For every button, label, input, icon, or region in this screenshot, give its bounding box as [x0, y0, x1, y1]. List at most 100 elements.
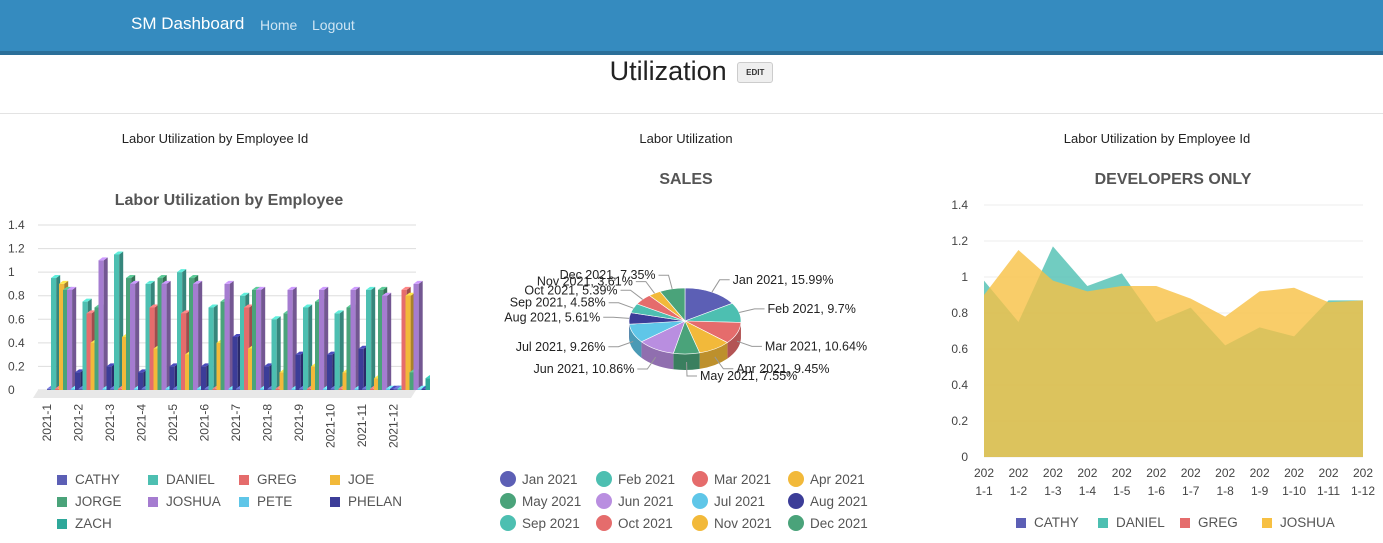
x-tick-label: 1-2 [1010, 484, 1028, 498]
legend-label: Feb 2021 [618, 472, 676, 487]
legend-item[interactable]: CATHY [1016, 515, 1079, 530]
legend-swatch [330, 497, 340, 507]
x-tick-label: 1-3 [1044, 484, 1062, 498]
pie-leader-line [686, 361, 697, 377]
legend-item[interactable]: JOE [330, 472, 374, 487]
y-tick-label: 0.6 [8, 312, 25, 326]
x-tick-label: 1-9 [1251, 484, 1269, 498]
pie-data-label: Jul 2021, 9.26% [516, 340, 606, 354]
legend-swatch [239, 497, 249, 507]
x-tick-label: 1-6 [1148, 484, 1166, 498]
legend-label: May 2021 [522, 494, 582, 509]
legend-swatch [500, 471, 516, 487]
pie-leader-line [714, 356, 734, 370]
legend-label: Nov 2021 [714, 516, 772, 531]
legend-label: Jan 2021 [522, 472, 578, 487]
bar [271, 316, 281, 390]
y-tick-label: 1.2 [951, 234, 968, 248]
legend-swatch [692, 471, 708, 487]
y-tick-label: 0.4 [951, 378, 968, 392]
panel-title-3: Labor Utilization by Employee Id [1063, 131, 1251, 146]
bar [366, 286, 376, 390]
bar [334, 310, 344, 390]
chart1-legend: CATHY DANIEL GREG JOE JORGE JOSHUA PETE PHELAN Z… [57, 472, 437, 538]
legend-item[interactable]: Jan 2021 [500, 471, 578, 487]
legend-item[interactable]: Mar 2021 [692, 471, 771, 487]
legend-swatch [788, 471, 804, 487]
x-tick-label: 2021-9 [292, 404, 306, 442]
legend-item[interactable]: ZACH [57, 516, 112, 531]
x-tick-label: 202 [1146, 466, 1166, 480]
legend-swatch [1180, 518, 1190, 528]
pie-leader-line [736, 340, 762, 347]
edit-button[interactable]: EDIT [737, 62, 774, 83]
legend-label: Apr 2021 [810, 472, 865, 487]
legend-label: JOE [348, 472, 375, 487]
pie-data-label: May 2021, 7.55% [700, 369, 797, 383]
pie-leader-line [658, 274, 673, 290]
legend-swatch [596, 493, 612, 509]
legend-label: Jun 2021 [618, 494, 674, 509]
bar-chart-labor-utilization: Labor Utilization by Employee 0 0.2 0.4 0.6… [8, 192, 430, 448]
pie-leader-line [608, 341, 634, 348]
pie-data-label: Sep 2021, 4.58% [510, 296, 606, 310]
legend-item[interactable]: Jul 2021 [692, 493, 765, 509]
legend-item[interactable]: Apr 2021 [788, 471, 865, 487]
legend-item[interactable]: JORGE [57, 494, 122, 509]
bar [224, 280, 234, 390]
legend-item[interactable]: Jun 2021 [596, 493, 674, 509]
legend-item[interactable]: GREG [239, 472, 297, 487]
legend-item[interactable]: May 2021 [500, 493, 581, 509]
legend-swatch [596, 471, 612, 487]
x-tick-label: 2021-10 [323, 404, 337, 448]
legend-item[interactable]: CATHY [57, 472, 120, 487]
legend-item[interactable]: DANIEL [1098, 515, 1165, 530]
legend-label: GREG [1198, 515, 1238, 530]
legend-swatch [500, 493, 516, 509]
legend-swatch [148, 497, 158, 507]
pie-data-label: Feb 2021, 9.7% [768, 302, 856, 316]
legend-item[interactable]: Dec 2021 [788, 515, 868, 531]
x-tick-label: 202 [1112, 466, 1132, 480]
nav-logout-link[interactable]: Logout [312, 17, 355, 33]
bar [287, 286, 297, 390]
x-tick-label: 202 [1215, 466, 1235, 480]
legend-swatch [692, 515, 708, 531]
chart3-legend: CATHY DANIEL GREG JOSHUA [1016, 515, 1376, 537]
legend-item[interactable]: Oct 2021 [596, 515, 673, 531]
legend-swatch [148, 475, 158, 485]
chart3-title: DEVELOPERS ONLY [1095, 171, 1252, 188]
legend-item[interactable]: PETE [239, 494, 292, 509]
y-tick-label: 0.8 [951, 306, 968, 320]
legend-item[interactable]: Aug 2021 [788, 493, 868, 509]
pie-slice[interactable] [659, 287, 686, 322]
chart-floor [33, 390, 416, 398]
legend-item[interactable]: JOSHUA [1262, 515, 1335, 530]
nav-home-link[interactable]: Home [260, 17, 298, 33]
bar [413, 280, 423, 390]
x-tick-label: 2021-11 [355, 404, 369, 447]
legend-item[interactable]: GREG [1180, 515, 1238, 530]
legend-label: DANIEL [166, 472, 215, 487]
legend-label: DANIEL [1116, 515, 1165, 530]
pie-data-label: Jun 2021, 10.86% [534, 362, 635, 376]
x-tick-label: 1-5 [1113, 484, 1131, 498]
x-tick-label: 2021-6 [197, 404, 211, 442]
brand[interactable]: SM Dashboard [131, 14, 245, 33]
legend-label: Dec 2021 [810, 516, 868, 531]
bar [303, 304, 313, 390]
legend-item[interactable]: DANIEL [148, 472, 215, 487]
legend-item[interactable]: JOSHUA [148, 494, 221, 509]
y-tick-label: 0.6 [951, 342, 968, 356]
bar [114, 251, 124, 390]
legend-label: Mar 2021 [714, 472, 772, 487]
legend-label: Jul 2021 [714, 494, 766, 509]
legend-item[interactable]: Sep 2021 [500, 515, 580, 531]
pie-slice-side [699, 342, 728, 369]
y-tick-label: 0.2 [951, 414, 968, 428]
legend-swatch [692, 493, 708, 509]
legend-item[interactable]: Nov 2021 [692, 515, 772, 531]
legend-swatch [1016, 518, 1026, 528]
legend-item[interactable]: Feb 2021 [596, 471, 675, 487]
legend-item[interactable]: PHELAN [330, 494, 402, 509]
